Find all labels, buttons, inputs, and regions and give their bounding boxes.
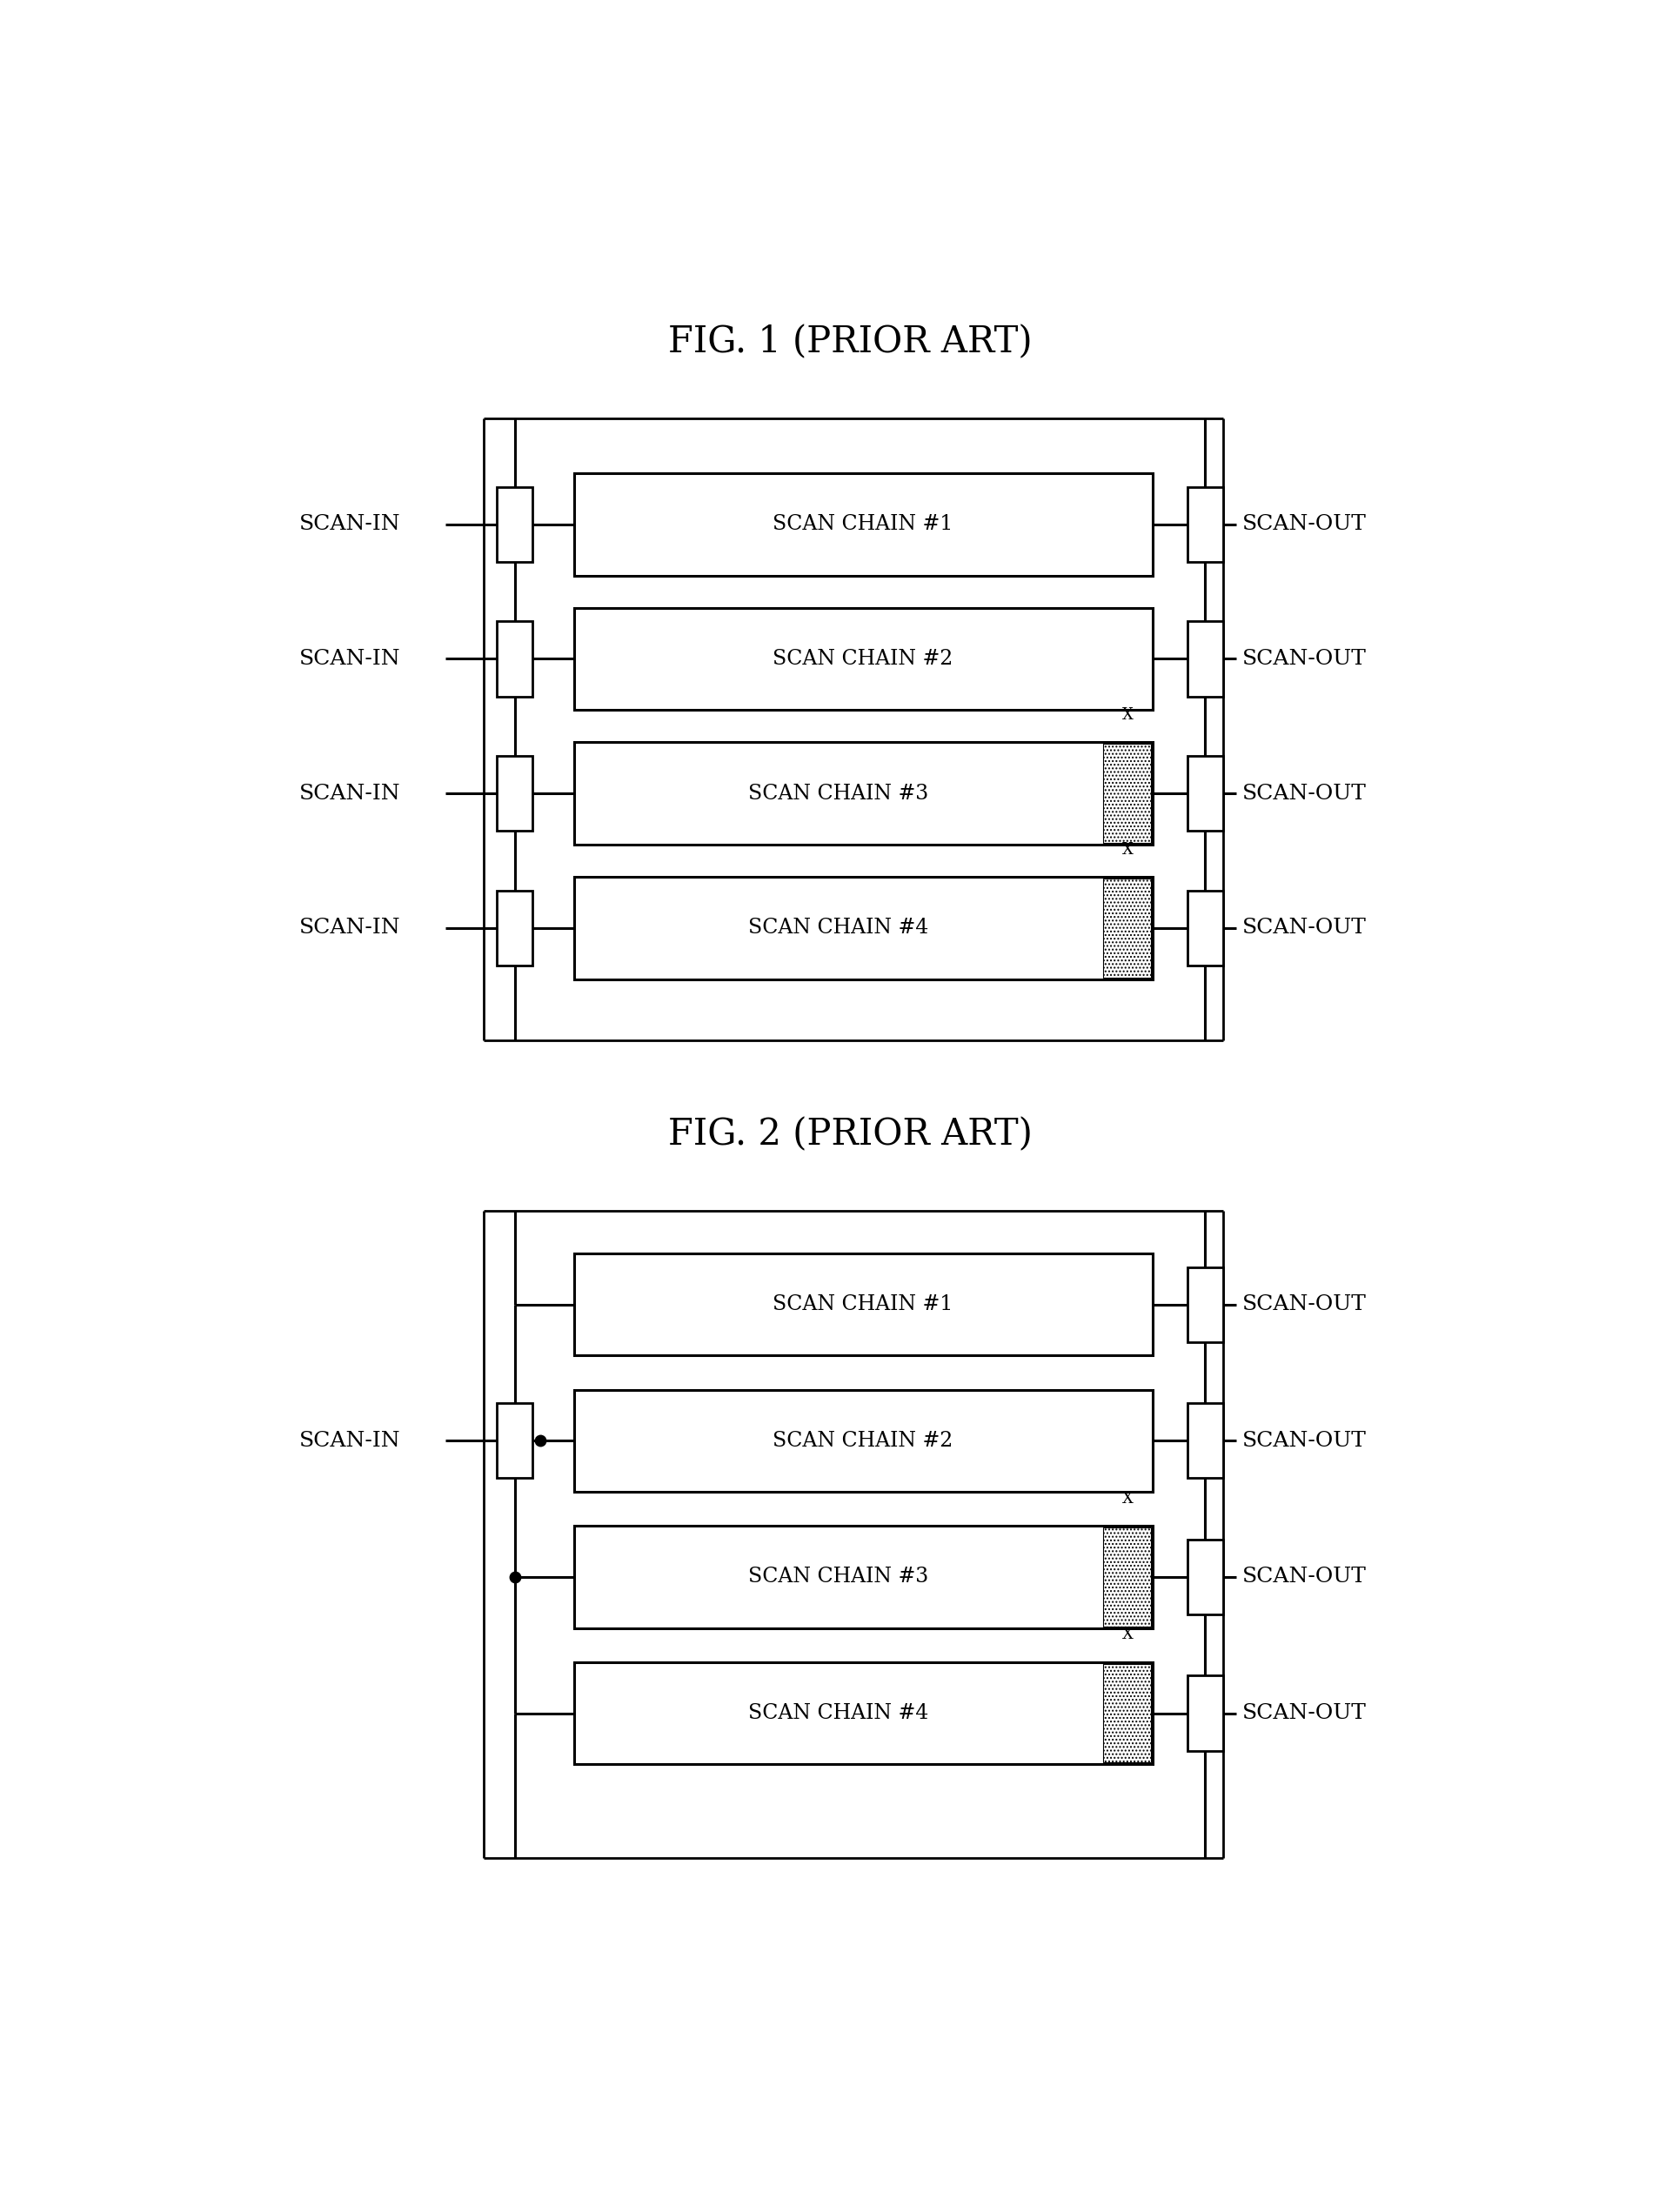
Text: X: X: [1123, 1491, 1133, 1506]
Bar: [574, 1254, 1153, 1356]
Text: SCAN-IN: SCAN-IN: [299, 783, 400, 803]
Text: SCAN-OUT: SCAN-OUT: [1243, 1431, 1367, 1451]
Bar: [496, 487, 533, 562]
Text: SCAN-IN: SCAN-IN: [299, 515, 400, 535]
Bar: [1188, 487, 1223, 562]
Text: SCAN CHAIN #4: SCAN CHAIN #4: [748, 1703, 929, 1723]
Text: SCAN-IN: SCAN-IN: [299, 918, 400, 938]
Text: SCAN CHAIN #1: SCAN CHAIN #1: [773, 1294, 954, 1314]
Text: SCAN-OUT: SCAN-OUT: [1243, 1294, 1367, 1314]
Bar: [574, 1389, 1153, 1491]
Bar: [574, 1526, 1153, 1628]
Bar: [1103, 1663, 1151, 1763]
Text: X: X: [1123, 843, 1133, 858]
Bar: [574, 473, 1153, 575]
Bar: [574, 1661, 1153, 1765]
Text: SCAN CHAIN #1: SCAN CHAIN #1: [773, 515, 954, 535]
Bar: [1188, 757, 1223, 832]
Text: SCAN-OUT: SCAN-OUT: [1243, 515, 1367, 535]
Text: SCAN-IN: SCAN-IN: [299, 648, 400, 668]
Bar: [574, 876, 1153, 980]
Bar: [1188, 891, 1223, 964]
Text: FIG. 1 (PRIOR ART): FIG. 1 (PRIOR ART): [669, 323, 1032, 361]
Text: SCAN-OUT: SCAN-OUT: [1243, 1566, 1367, 1586]
Text: SCAN CHAIN #4: SCAN CHAIN #4: [748, 918, 929, 938]
Bar: [1188, 1402, 1223, 1478]
Text: SCAN-IN: SCAN-IN: [299, 1431, 400, 1451]
Text: SCAN CHAIN #3: SCAN CHAIN #3: [748, 783, 929, 803]
Text: FIG. 2 (PRIOR ART): FIG. 2 (PRIOR ART): [669, 1115, 1032, 1152]
Text: SCAN CHAIN #2: SCAN CHAIN #2: [773, 648, 954, 668]
Bar: [496, 1402, 533, 1478]
Text: SCAN-OUT: SCAN-OUT: [1243, 1703, 1367, 1723]
Bar: [1188, 622, 1223, 697]
Bar: [496, 757, 533, 832]
Bar: [496, 891, 533, 964]
Text: X: X: [1123, 1628, 1133, 1644]
Bar: [1103, 1528, 1151, 1626]
Text: SCAN-OUT: SCAN-OUT: [1243, 783, 1367, 803]
Text: X: X: [1123, 708, 1133, 723]
Text: SCAN CHAIN #3: SCAN CHAIN #3: [748, 1566, 929, 1586]
Bar: [496, 622, 533, 697]
Bar: [1188, 1540, 1223, 1615]
Text: SCAN-OUT: SCAN-OUT: [1243, 648, 1367, 668]
Bar: [574, 608, 1153, 710]
Bar: [1188, 1677, 1223, 1750]
Bar: [574, 743, 1153, 845]
Bar: [1188, 1267, 1223, 1343]
Bar: [1103, 878, 1151, 978]
Text: SCAN-OUT: SCAN-OUT: [1243, 918, 1367, 938]
Bar: [1103, 743, 1151, 843]
Text: SCAN CHAIN #2: SCAN CHAIN #2: [773, 1431, 954, 1451]
